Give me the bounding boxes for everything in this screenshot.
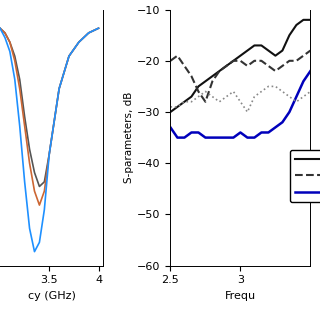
Y-axis label: S-parameters, dB: S-parameters, dB: [124, 92, 134, 183]
X-axis label: Frequ: Frequ: [225, 291, 256, 301]
S23: [260, 59, 263, 63]
S27: [260, 131, 263, 134]
S27: [169, 125, 172, 129]
S21: [231, 59, 235, 63]
S27: [294, 95, 298, 99]
S21: [260, 44, 263, 47]
S27: [252, 136, 256, 140]
S27: [218, 136, 221, 140]
X-axis label: cy (GHz): cy (GHz): [28, 291, 76, 301]
S27: [182, 136, 186, 140]
S21: [175, 105, 179, 109]
S21: [189, 95, 193, 99]
S23: [308, 49, 312, 52]
S23: [274, 69, 277, 73]
S21: [238, 54, 242, 58]
S21: [281, 49, 284, 52]
S21: [252, 44, 256, 47]
S23: [169, 59, 172, 63]
S21: [308, 18, 312, 22]
S27: [211, 136, 214, 140]
Line: S23: S23: [171, 51, 310, 102]
S23: [189, 74, 193, 78]
S21: [287, 33, 291, 37]
S27: [238, 131, 242, 134]
S27: [267, 131, 270, 134]
S27: [231, 136, 235, 140]
S27: [196, 131, 200, 134]
S23: [238, 59, 242, 63]
S27: [175, 136, 179, 140]
S23: [175, 54, 179, 58]
S23: [267, 64, 270, 68]
S21: [182, 100, 186, 104]
S27: [225, 136, 228, 140]
S23: [182, 64, 186, 68]
S23: [196, 90, 200, 93]
S21: [196, 84, 200, 88]
S21: [225, 64, 228, 68]
S21: [267, 49, 270, 52]
S27: [308, 69, 312, 73]
S27: [274, 125, 277, 129]
S27: [189, 131, 193, 134]
S21: [169, 110, 172, 114]
S23: [281, 64, 284, 68]
S21: [211, 74, 214, 78]
S23: [294, 59, 298, 63]
S27: [301, 79, 305, 83]
S23: [204, 100, 207, 104]
S27: [204, 136, 207, 140]
S23: [211, 79, 214, 83]
S27: [281, 120, 284, 124]
S23: [218, 69, 221, 73]
S23: [252, 59, 256, 63]
S21: [301, 18, 305, 22]
Line: S27: S27: [171, 71, 310, 138]
S21: [294, 23, 298, 27]
S23: [287, 59, 291, 63]
Line: S21: S21: [171, 20, 310, 112]
S23: [245, 64, 249, 68]
S23: [231, 59, 235, 63]
S21: [218, 69, 221, 73]
S27: [287, 110, 291, 114]
Legend: S21, S23, S27: S21, S23, S27: [290, 149, 320, 203]
S23: [301, 54, 305, 58]
S21: [245, 49, 249, 52]
S23: [225, 64, 228, 68]
S27: [245, 136, 249, 140]
S21: [274, 54, 277, 58]
S21: [204, 79, 207, 83]
